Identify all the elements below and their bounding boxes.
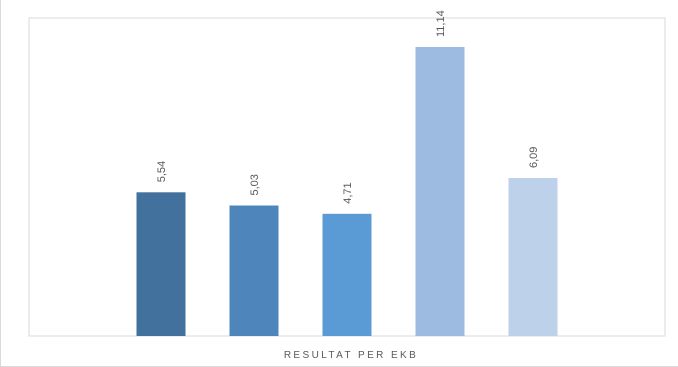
bar-4 (415, 47, 465, 336)
data-label-2: 5,03 (249, 174, 261, 195)
data-labels: 5,54 5,03 4,71 11,14 6,09 (156, 10, 540, 204)
data-label-3: 4,71 (342, 182, 354, 203)
bar-series (136, 47, 558, 336)
data-label-5: 6,09 (528, 147, 540, 168)
data-label-4: 11,14 (435, 10, 447, 37)
bar-2 (229, 205, 279, 336)
bar-5 (508, 178, 558, 336)
bar-3 (322, 213, 372, 336)
x-axis-title: RESULTAT PER EKB (284, 350, 418, 361)
bar-1 (136, 192, 186, 336)
data-label-1: 5,54 (156, 161, 168, 182)
